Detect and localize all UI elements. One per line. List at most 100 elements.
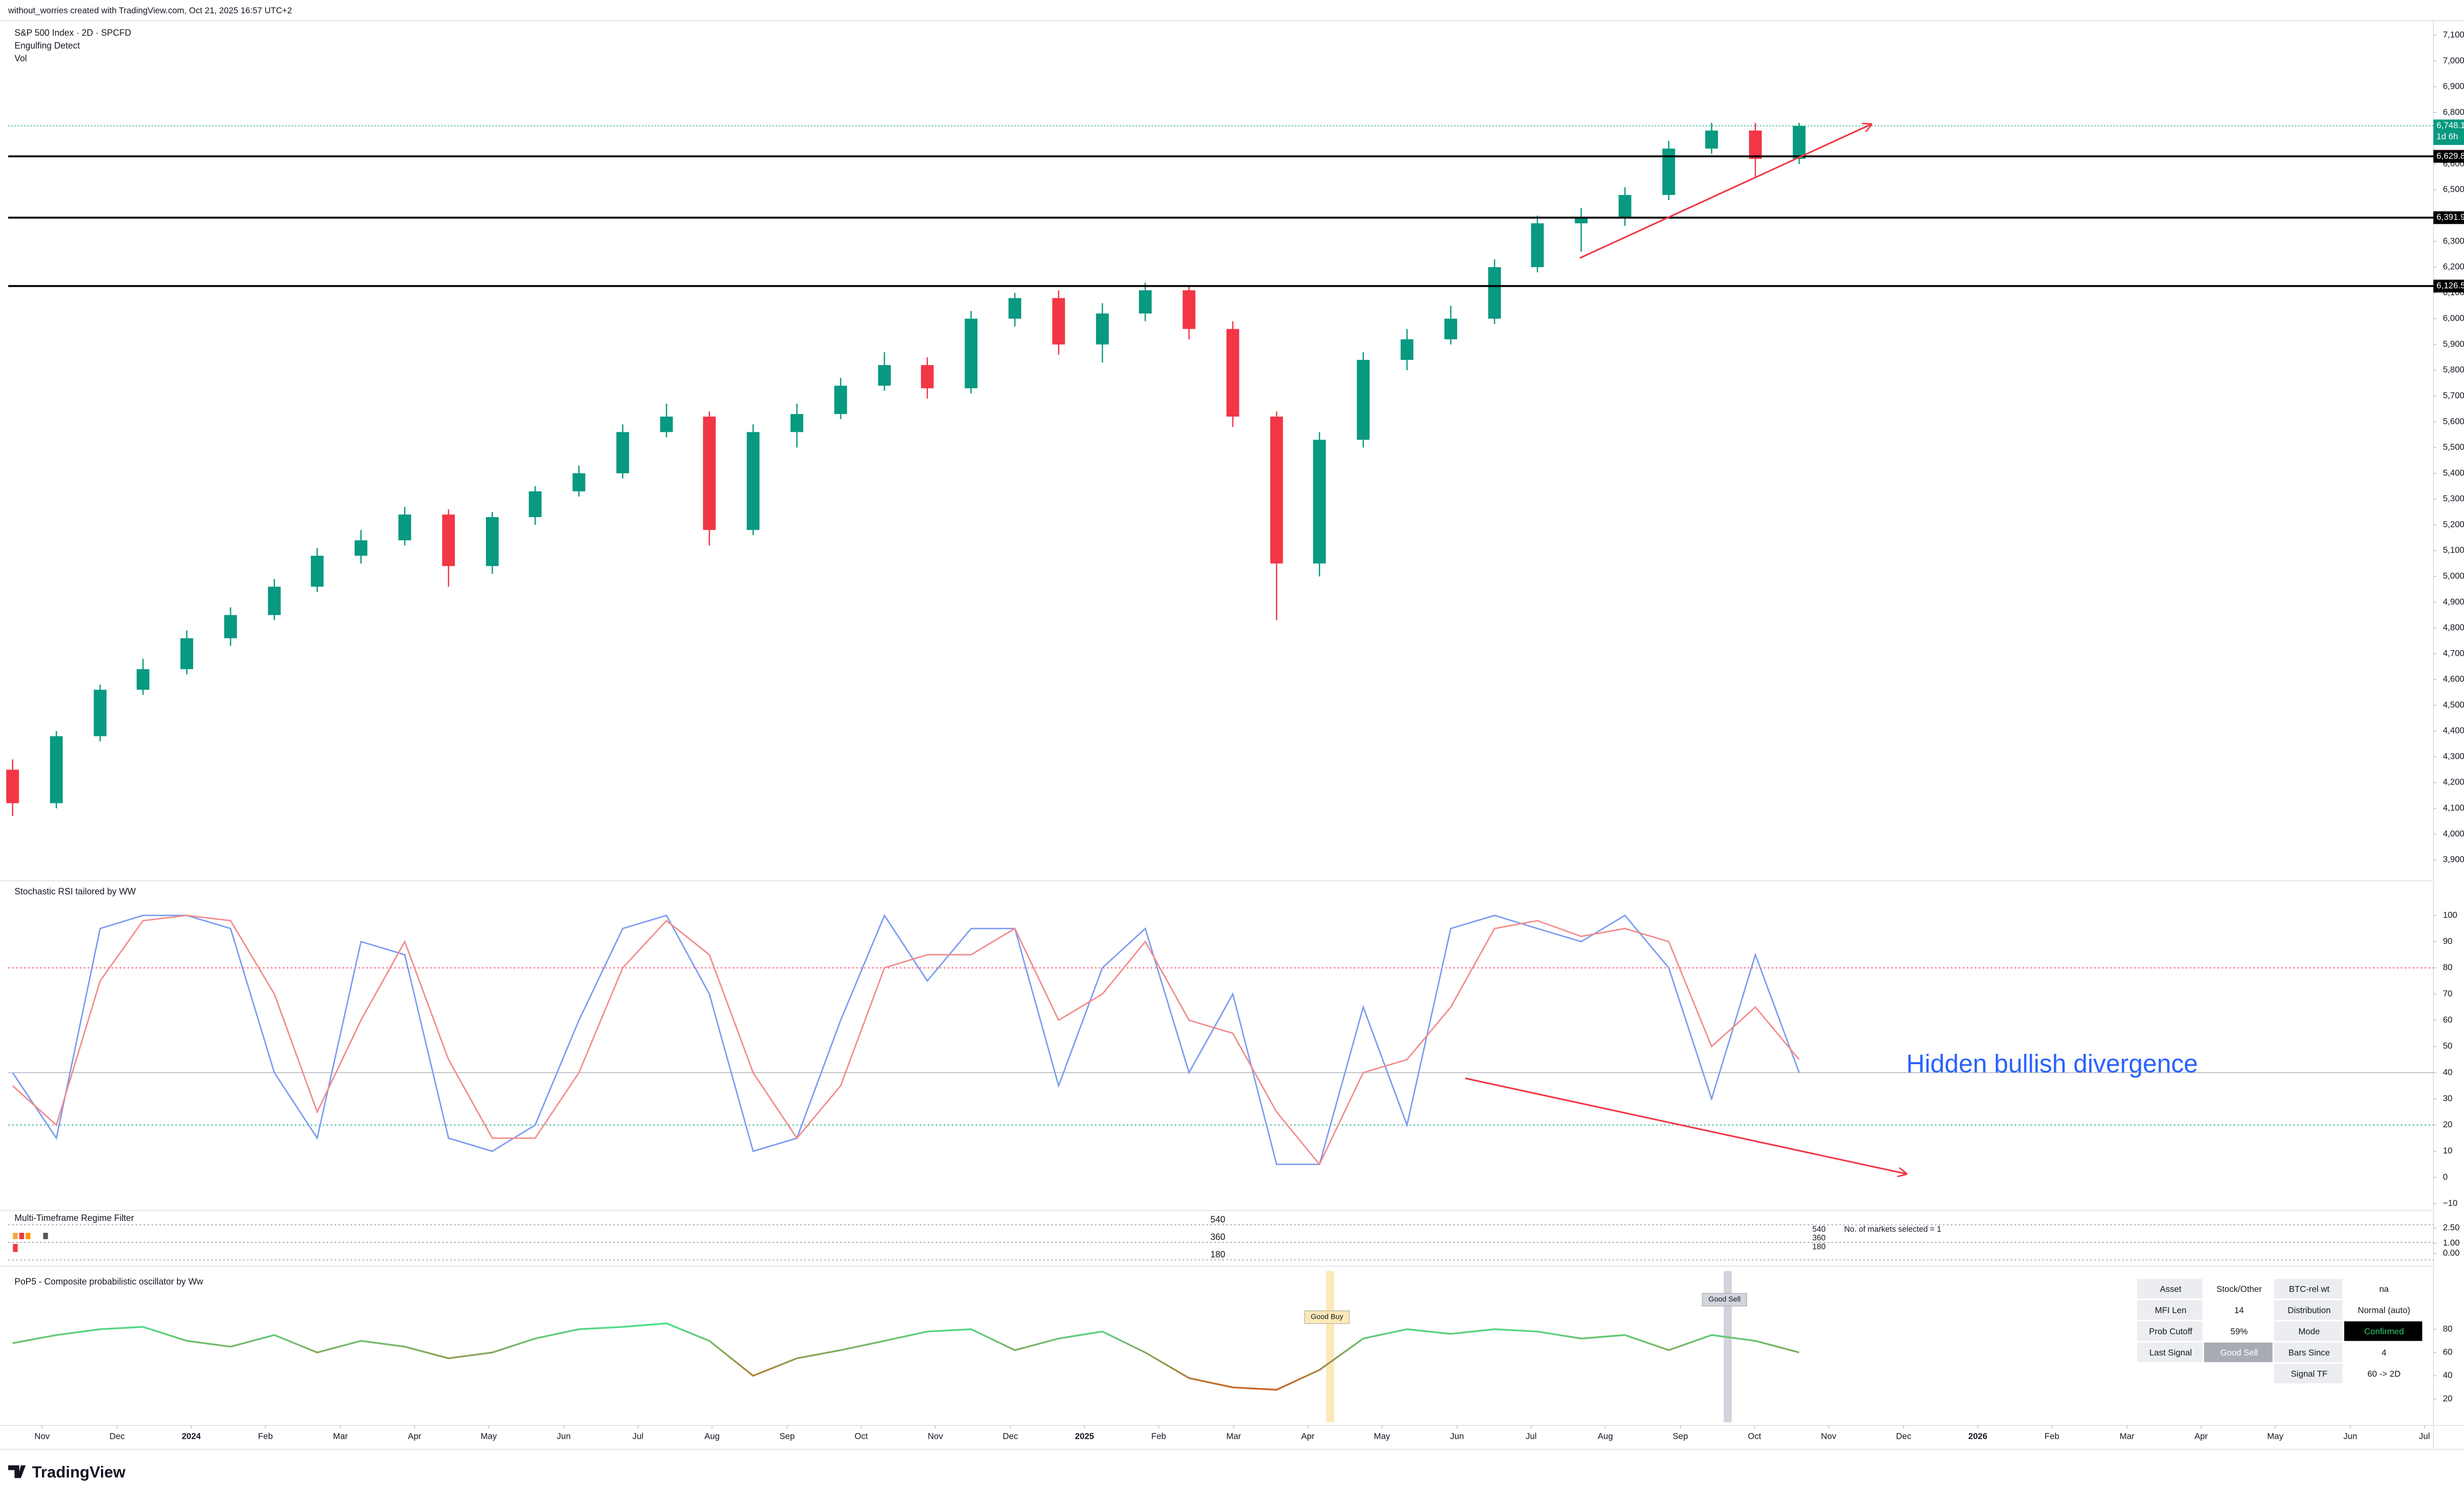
y-tick-label: 5,600.00	[2443, 416, 2464, 426]
candle-body	[703, 417, 716, 530]
candle-body	[1792, 126, 1806, 159]
table-text: Bars Since	[2289, 1348, 2330, 1357]
stoch-line	[12, 914, 1800, 1166]
candle-body	[94, 690, 107, 736]
candle-body	[1618, 195, 1632, 218]
regime-square	[13, 1244, 18, 1252]
signal-label: Good Sell	[1709, 1296, 1741, 1304]
candle-body	[1488, 267, 1501, 319]
candle-body	[834, 385, 847, 414]
candle-body	[747, 432, 760, 530]
y-tick-label: 5,700.00	[2443, 390, 2464, 400]
mtf-squares	[13, 1233, 48, 1252]
candle-body	[572, 473, 585, 491]
x-tick-label: Jul	[1526, 1431, 1537, 1441]
y-tick-label: 7,000.00	[2443, 55, 2464, 65]
stoch-line	[12, 914, 1800, 1165]
candle-body	[224, 615, 237, 638]
regime-square	[13, 1233, 18, 1239]
x-tick-label: Aug	[1598, 1431, 1613, 1441]
x-tick-label: Feb	[2045, 1431, 2059, 1441]
candle-body	[1096, 313, 1109, 345]
y-tick-label: 80	[2443, 1323, 2453, 1333]
regime-label: 540	[1813, 1225, 1826, 1234]
y-tick-label: 5,100.00	[2443, 545, 2464, 555]
signal-label-bg	[1304, 1310, 1350, 1324]
x-tick-label: Dec	[1003, 1431, 1018, 1441]
signal-band	[1326, 1271, 1335, 1423]
candle-body	[1444, 318, 1457, 340]
y-tick-label: 4,200.00	[2443, 777, 2464, 787]
candle-body	[180, 638, 193, 669]
y-tick-label: 60	[2443, 1347, 2453, 1357]
oscillator-line	[12, 1322, 1800, 1391]
level-label-bg	[2433, 150, 2464, 163]
x-tick-label: Mar	[1226, 1431, 1241, 1441]
x-tick-label: Jun	[1450, 1431, 1464, 1441]
x-tick-label: Oct	[855, 1431, 868, 1441]
table-cell	[2137, 1342, 2203, 1362]
regime-label: 180	[1210, 1250, 1225, 1259]
y-tick-label: 4,700.00	[2443, 648, 2464, 658]
candle-body	[1574, 218, 1588, 224]
x-tick-label: Oct	[1748, 1431, 1761, 1441]
candle-body	[1139, 290, 1152, 314]
y-tick-label: 5,000.00	[2443, 571, 2464, 581]
table-text: Last Signal	[2150, 1348, 2192, 1357]
layers: S&P 500 Index · 2D · SPCFD Engulfing Dete…	[6, 28, 2464, 1441]
table-cell	[2274, 1300, 2343, 1320]
regime-label: 540	[1210, 1215, 1225, 1224]
annotation: Hidden bullish divergence	[1906, 1049, 2198, 1077]
table-text: Signal TF	[2291, 1369, 2327, 1379]
level-label: 6,629.84	[2436, 151, 2464, 161]
candle-body	[137, 669, 150, 690]
table-text: Stock/Other	[2217, 1284, 2262, 1294]
table-cell	[2137, 1279, 2203, 1299]
y-tick-label: 6,800.00	[2443, 107, 2464, 117]
x-tick-label: 2026	[1968, 1431, 1987, 1441]
y-tick-label: 50	[2443, 1041, 2453, 1051]
regime-label: 180	[1813, 1242, 1826, 1251]
candle-body	[1182, 290, 1196, 329]
table-text: Good Sell	[2220, 1348, 2258, 1357]
level-label: 6,126.50	[2436, 280, 2464, 290]
last-price-label: 6,748.12	[2436, 120, 2464, 130]
y-tick-label: 5,900.00	[2443, 339, 2464, 348]
y-tick-label: 6,300.00	[2443, 236, 2464, 245]
y-tick-label: 4,300.00	[2443, 751, 2464, 761]
logo: TradingView	[8, 1463, 126, 1481]
table-text: Confirmed	[2364, 1326, 2403, 1336]
y-tick-label: 4,100.00	[2443, 803, 2464, 813]
y-tick-label: 90	[2443, 936, 2453, 946]
y-tick-label: 4,400.00	[2443, 726, 2464, 735]
candle-body	[398, 514, 411, 541]
candle-body	[486, 517, 499, 566]
x-tick-label: Nov	[1821, 1431, 1836, 1441]
candle-body	[1401, 339, 1414, 360]
y-tick-label: 4,800.00	[2443, 623, 2464, 632]
y-tick-label: 2.50	[2443, 1222, 2460, 1232]
x-tick-label: Jul	[2419, 1431, 2430, 1441]
table-cell	[2344, 1300, 2423, 1320]
pane-title: Multi-Timeframe Regime Filter	[14, 1213, 134, 1223]
regime-square	[43, 1233, 48, 1239]
table-text: Distribution	[2288, 1305, 2330, 1315]
table-cell	[2204, 1300, 2273, 1320]
table-cell	[2204, 1279, 2273, 1299]
y-tick-label: 3,900.00	[2443, 854, 2464, 864]
y-tick-label: 40	[2443, 1370, 2453, 1380]
y-tick-label: 60	[2443, 1014, 2453, 1024]
table-cell	[2274, 1279, 2343, 1299]
y-tick-label: 7,100.00	[2443, 30, 2464, 39]
candle-body	[878, 365, 891, 386]
candle-body	[442, 514, 455, 566]
logo-mark	[8, 1465, 26, 1478]
table-text: BTC-rel wt	[2289, 1284, 2329, 1294]
x-tick-label: Jul	[632, 1431, 643, 1441]
pane-title: S&P 500 Index · 2D · SPCFD	[14, 28, 131, 38]
x-tick-label: Jun	[557, 1431, 571, 1441]
y-tick-label: 6,200.00	[2443, 262, 2464, 272]
candle-body	[529, 491, 542, 518]
candle-body	[790, 414, 804, 432]
table-cell	[2274, 1363, 2343, 1384]
